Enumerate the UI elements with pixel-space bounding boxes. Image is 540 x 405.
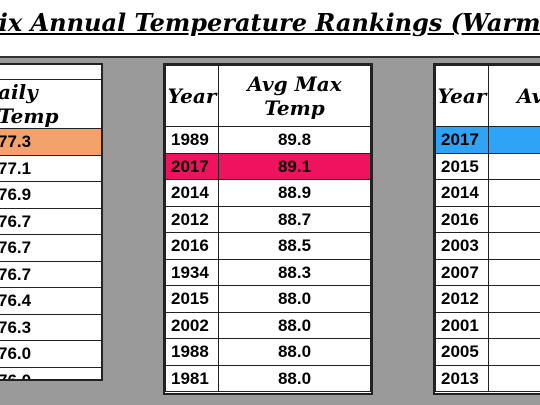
year-cell: 2005 bbox=[435, 338, 489, 366]
table-row: 2015 88.0 bbox=[165, 285, 371, 313]
value-cell: 88.9 bbox=[218, 179, 371, 207]
left-cell: 76.7 bbox=[0, 234, 101, 262]
middle-panel: Year Avg Max Temp 1989 89.8 2017 89.1 20… bbox=[163, 63, 373, 395]
left-cell: 76.7 bbox=[0, 207, 101, 235]
right-header-row: Year Av bbox=[435, 65, 540, 127]
table-row: 2012 bbox=[435, 285, 540, 313]
year-cell: 1989 bbox=[165, 126, 219, 154]
left-header-daily-temp: aily Temp bbox=[0, 79, 101, 129]
middle-header-line-2: Temp bbox=[264, 96, 325, 120]
table-row: 2007 bbox=[435, 258, 540, 286]
left-table: aily Temp 77.3 77.1 76.9 76.7 76.7 76.7 … bbox=[0, 79, 101, 379]
left-cell: 77.1 bbox=[0, 154, 101, 182]
year-cell: 2014 bbox=[165, 179, 219, 207]
value-cell bbox=[488, 126, 540, 154]
table-row: 2013 bbox=[435, 364, 540, 392]
year-cell: 2003 bbox=[435, 232, 489, 260]
value-cell: 89.8 bbox=[218, 126, 371, 154]
value-cell: 89.1 bbox=[218, 152, 371, 180]
table-row: 1989 89.8 bbox=[165, 126, 371, 154]
year-cell: 1981 bbox=[165, 364, 219, 392]
left-cell: 76.3 bbox=[0, 313, 101, 341]
value-cell bbox=[488, 205, 540, 233]
left-panel: aily Temp 77.3 77.1 76.9 76.7 76.7 76.7 … bbox=[0, 63, 103, 381]
table-row: 2014 bbox=[435, 179, 540, 207]
value-cell: 88.0 bbox=[218, 364, 371, 392]
value-cell: 88.0 bbox=[218, 311, 371, 339]
table-row: 1934 88.3 bbox=[165, 258, 371, 286]
value-cell: 88.0 bbox=[218, 285, 371, 313]
year-cell: 1934 bbox=[165, 258, 219, 286]
middle-header-line-1: Avg Max bbox=[247, 72, 342, 96]
table-row: 77.3 bbox=[0, 128, 101, 156]
title-bar: oenix Annual Temperature Rankings (Warme… bbox=[0, 0, 540, 58]
year-cell: 2012 bbox=[165, 205, 219, 233]
table-row: 76.7 bbox=[0, 260, 101, 288]
year-cell: 2017 bbox=[435, 126, 489, 154]
table-row: 2015 bbox=[435, 152, 540, 180]
middle-header-year: Year bbox=[165, 65, 219, 127]
year-cell: 2014 bbox=[435, 179, 489, 207]
value-cell bbox=[488, 232, 540, 260]
table-row: 76.9 bbox=[0, 181, 101, 209]
year-cell: 2016 bbox=[165, 232, 219, 260]
value-cell bbox=[488, 364, 540, 392]
year-cell: 2002 bbox=[165, 311, 219, 339]
table-row: 76.3 bbox=[0, 313, 101, 341]
table-row: 2016 bbox=[435, 205, 540, 233]
value-cell bbox=[488, 152, 540, 180]
right-header-year: Year bbox=[435, 65, 489, 127]
left-cell: 76.0 bbox=[0, 340, 101, 368]
year-cell: 2015 bbox=[165, 285, 219, 313]
middle-header-value: Avg Max Temp bbox=[218, 65, 371, 127]
right-panel: Year Av 2017 2015 2014 2016 2003 2007 20… bbox=[433, 63, 540, 395]
left-cell: 76.9 bbox=[0, 181, 101, 209]
table-row: 76.4 bbox=[0, 287, 101, 315]
table-row: 2003 bbox=[435, 232, 540, 260]
year-cell: 2012 bbox=[435, 285, 489, 313]
year-cell: 1988 bbox=[165, 338, 219, 366]
value-cell bbox=[488, 285, 540, 313]
left-cell: 76.0 bbox=[0, 366, 101, 379]
left-cell: 76.7 bbox=[0, 260, 101, 288]
table-row: 76.0 bbox=[0, 366, 101, 379]
value-cell bbox=[488, 258, 540, 286]
value-cell: 88.7 bbox=[218, 205, 371, 233]
left-cell: 76.4 bbox=[0, 287, 101, 315]
middle-table: Year Avg Max Temp 1989 89.8 2017 89.1 20… bbox=[165, 65, 371, 392]
year-cell: 2017 bbox=[165, 152, 219, 180]
value-cell bbox=[488, 179, 540, 207]
left-header-row: aily Temp bbox=[0, 79, 101, 129]
right-header-value: Av bbox=[488, 65, 540, 127]
table-row: 2001 bbox=[435, 311, 540, 339]
value-cell bbox=[488, 311, 540, 339]
value-cell: 88.5 bbox=[218, 232, 371, 260]
middle-header-row: Year Avg Max Temp bbox=[165, 65, 371, 127]
table-row-highlighted: 2017 bbox=[435, 126, 540, 154]
table-row: 76.0 bbox=[0, 340, 101, 368]
table-row: 2014 88.9 bbox=[165, 179, 371, 207]
year-cell: 2015 bbox=[435, 152, 489, 180]
table-row: 2002 88.0 bbox=[165, 311, 371, 339]
value-cell: 88.0 bbox=[218, 338, 371, 366]
table-row: 77.1 bbox=[0, 154, 101, 182]
year-cell: 2001 bbox=[435, 311, 489, 339]
table-row: 1988 88.0 bbox=[165, 338, 371, 366]
year-cell: 2007 bbox=[435, 258, 489, 286]
left-cell: 77.3 bbox=[0, 128, 101, 156]
value-cell bbox=[488, 338, 540, 366]
value-cell: 88.3 bbox=[218, 258, 371, 286]
table-row: 1981 88.0 bbox=[165, 364, 371, 392]
right-table: Year Av 2017 2015 2014 2016 2003 2007 20… bbox=[435, 65, 540, 392]
table-row: 2005 bbox=[435, 338, 540, 366]
year-cell: 2013 bbox=[435, 364, 489, 392]
page-title: oenix Annual Temperature Rankings (Warme… bbox=[0, 8, 540, 37]
table-row: 2016 88.5 bbox=[165, 232, 371, 260]
table-row: 2012 88.7 bbox=[165, 205, 371, 233]
table-row: 76.7 bbox=[0, 234, 101, 262]
year-cell: 2016 bbox=[435, 205, 489, 233]
table-row-highlighted: 2017 89.1 bbox=[165, 152, 371, 180]
table-row: 76.7 bbox=[0, 207, 101, 235]
